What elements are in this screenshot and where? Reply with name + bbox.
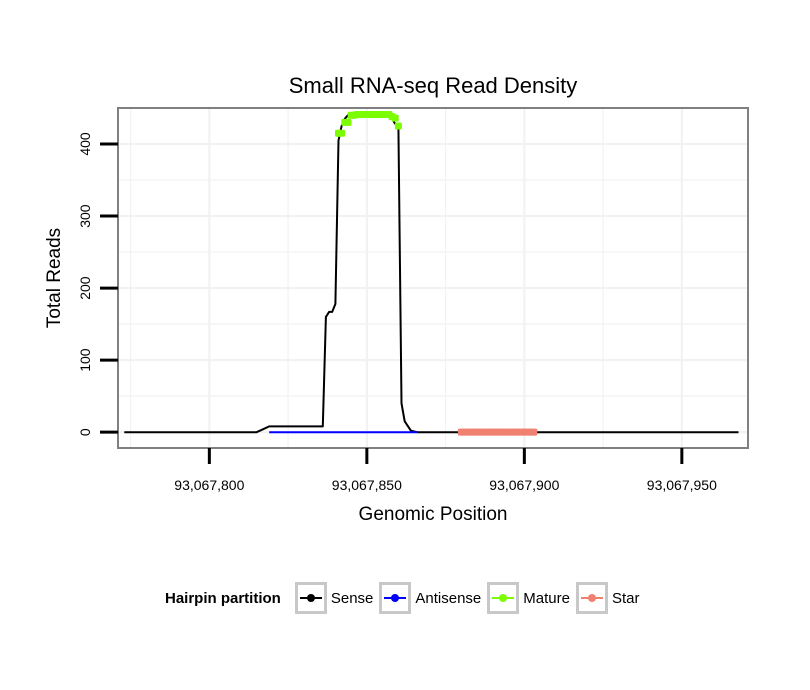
legend: Hairpin partition Sense Antisense Mature…	[165, 578, 645, 618]
legend-item-antisense: Antisense	[379, 582, 481, 614]
legend-key-star	[575, 582, 608, 614]
panel-background	[118, 108, 748, 448]
series-star-point	[530, 428, 538, 436]
legend-key-antisense	[379, 582, 412, 614]
series-layer	[124, 110, 739, 436]
x-axis-title: Genomic Position	[359, 504, 508, 525]
legend-item-mature: Mature	[487, 582, 570, 614]
series-mature-point	[394, 122, 402, 130]
legend-item-star: Star	[575, 582, 640, 614]
x-tick-label: 93,067,850	[332, 477, 402, 493]
y-tick-label: 100	[77, 348, 93, 372]
legend-item-sense: Sense	[294, 582, 374, 614]
legend-label-sense: Sense	[330, 589, 374, 607]
panel-border	[117, 107, 749, 449]
y-tick-label: 400	[77, 132, 93, 156]
y-tick-label: 200	[77, 276, 93, 300]
legend-label-star: Star	[611, 589, 640, 607]
series-mature-point	[338, 129, 346, 137]
legend-key-sense	[294, 582, 327, 614]
series-mature-point	[391, 114, 399, 122]
legend-label-antisense: Antisense	[415, 589, 482, 607]
chart-title: Small RNA-seq Read Density	[289, 73, 578, 98]
x-tick-label: 93,067,900	[489, 477, 559, 493]
y-tick-label: 300	[77, 204, 93, 228]
plot-panel	[118, 108, 748, 448]
y-tick-label: 0	[77, 428, 93, 436]
gridlines	[118, 108, 748, 448]
legend-key-mature	[487, 582, 520, 614]
axes: 93,067,800 93,067,850 93,067,900 93,067,950…	[77, 107, 749, 493]
y-axis-title: Total Reads	[44, 228, 65, 328]
legend-label-mature: Mature	[523, 589, 570, 607]
legend-title: Hairpin partition	[165, 589, 281, 607]
series-mature-point	[344, 118, 352, 126]
x-tick-label: 93,067,950	[647, 477, 717, 493]
x-tick-label: 93,067,800	[174, 477, 244, 493]
